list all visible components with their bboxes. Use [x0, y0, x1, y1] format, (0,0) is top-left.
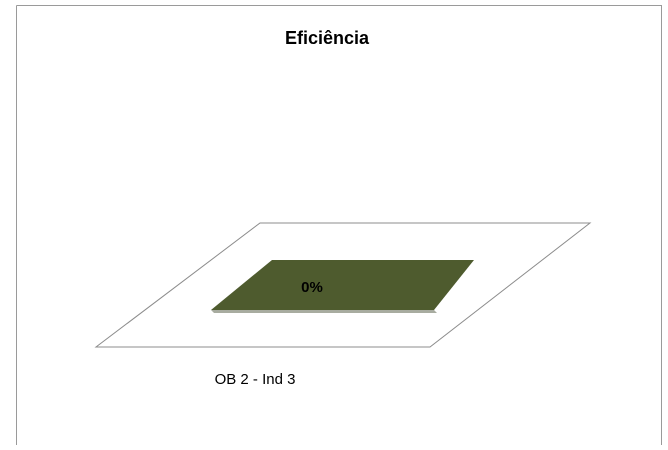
- bar-edge: [211, 310, 437, 313]
- category-label: OB 2 - Ind 3: [215, 371, 296, 388]
- chart-title: Eficiência: [285, 28, 370, 48]
- chart-frame: [16, 5, 662, 445]
- bar-ob2-ind3: [211, 260, 474, 310]
- data-label: 0%: [301, 279, 323, 296]
